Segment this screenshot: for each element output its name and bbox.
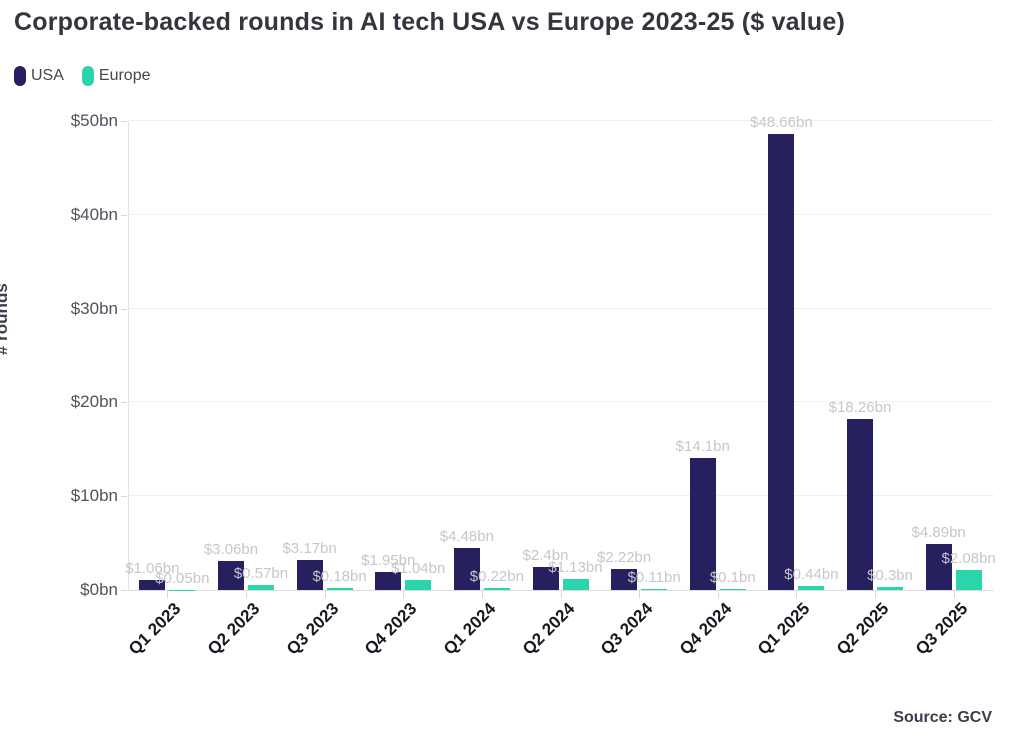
usa-swatch-icon: [14, 66, 26, 86]
legend-label-europe: Europe: [98, 67, 151, 84]
europe-swatch-icon: [81, 66, 94, 86]
value-label-usa-q2-2025: $18.26bn: [828, 398, 892, 416]
value-label-europe-q2-2025: $0.3bn: [867, 567, 913, 585]
bar-europe-q3-2025: [955, 570, 982, 590]
value-label-europe-q1-2023: $0.05bn: [155, 569, 210, 587]
bar-europe-q3-2024: [641, 588, 668, 590]
value-label-usa-q4-2024: $14.1bn: [675, 437, 730, 455]
bar-europe-q2-2023: [247, 584, 274, 590]
bar-usa-q2-2023: [217, 561, 244, 590]
gridline-30: [129, 307, 994, 309]
y-axis-title: # rounds: [0, 283, 11, 355]
x-tick-q3-2025: [953, 591, 955, 598]
value-label-europe-q4-2023: $1.04bn: [391, 560, 446, 578]
bar-europe-q1-2025: [798, 585, 825, 590]
value-label-usa-q4-2023: $1.95bn: [361, 551, 416, 569]
bar-europe-q4-2023: [405, 580, 432, 590]
value-label-usa-q1-2024: $4.48bn: [439, 527, 494, 545]
y-tick-label-0: $0bn: [80, 580, 118, 599]
x-tick-q2-2023: [245, 591, 247, 598]
y-tick-50: [121, 121, 127, 122]
bar-usa-q2-2024: [532, 567, 559, 590]
plot-area: [128, 120, 994, 591]
x-tick-q1-2023: [167, 591, 169, 598]
y-tick-10: [121, 496, 127, 498]
value-label-europe-q1-2024: $0.22bn: [469, 567, 524, 585]
x-tick-q4-2023: [403, 591, 405, 598]
bar-europe-q2-2025: [877, 587, 904, 590]
x-tick-q4-2024: [717, 591, 719, 598]
y-tick-label-50: $50bn: [70, 111, 118, 130]
y-tick-40: [121, 214, 127, 216]
bar-usa-q1-2025: [768, 133, 795, 590]
value-label-usa-q2-2023: $3.06bn: [203, 541, 259, 559]
gridline-10: [129, 495, 994, 497]
value-label-europe-q2-2024: $1.13bn: [548, 559, 603, 577]
source-credit: Source: GCV: [893, 709, 992, 726]
y-tick-label-30: $30bn: [70, 298, 118, 318]
bar-usa-q1-2023: [139, 580, 166, 590]
bar-europe-q2-2024: [562, 579, 589, 590]
x-tick-q2-2025: [875, 591, 877, 598]
bar-usa-q3-2024: [611, 569, 638, 590]
value-label-europe-q2-2023: $0.57bn: [233, 564, 289, 582]
y-tick-label-10: $10bn: [70, 486, 118, 506]
x-tick-q3-2023: [324, 591, 326, 598]
y-tick-0: [121, 590, 127, 591]
bar-usa-q4-2024: [689, 457, 716, 590]
bar-usa-q2-2025: [847, 418, 874, 590]
value-label-europe-q3-2024: $0.11bn: [627, 568, 681, 586]
value-label-usa-q1-2025: $48.66bn: [750, 113, 813, 131]
bar-europe-q4-2024: [719, 589, 746, 590]
value-label-usa-q2-2024: $2.4bn: [522, 547, 569, 565]
value-label-europe-q3-2023: $0.18bn: [312, 568, 367, 586]
y-tick-20: [121, 402, 127, 404]
value-label-usa-q3-2023: $3.17bn: [282, 540, 337, 558]
value-label-usa-q3-2024: $2.22bn: [597, 549, 652, 567]
legend-item-europe: Europe: [81, 66, 151, 86]
gridline-20: [129, 401, 994, 403]
chart-title: Corporate-backed rounds in AI tech USA v…: [14, 8, 846, 36]
value-label-usa-q3-2025: $4.89bn: [911, 524, 966, 542]
value-label-usa-q1-2023: $1.06bn: [125, 560, 180, 578]
bar-usa-q4-2023: [375, 571, 402, 590]
legend: USA Europe: [14, 66, 151, 86]
bar-usa-q3-2023: [296, 560, 323, 590]
bar-usa-q1-2024: [453, 547, 480, 590]
bar-europe-q3-2023: [326, 588, 353, 590]
x-tick-q1-2024: [481, 591, 483, 598]
x-tick-q2-2024: [560, 591, 562, 598]
bar-europe-q1-2024: [483, 587, 510, 590]
legend-label-usa: USA: [31, 67, 64, 84]
value-label-europe-q4-2024: $0.1bn: [709, 569, 756, 587]
gridline-40: [129, 213, 994, 215]
y-tick-30: [121, 308, 127, 310]
bar-usa-q3-2025: [925, 544, 952, 590]
y-tick-label-20: $20bn: [70, 392, 118, 412]
y-tick-label-40: $40bn: [70, 204, 118, 224]
legend-item-usa: USA: [14, 66, 64, 86]
x-tick-q3-2024: [639, 591, 641, 598]
value-label-europe-q1-2025: $0.44bn: [784, 565, 839, 583]
value-label-europe-q3-2025: $2.08bn: [941, 550, 996, 568]
x-tick-q1-2025: [796, 591, 798, 598]
gridline-50: [129, 120, 994, 121]
